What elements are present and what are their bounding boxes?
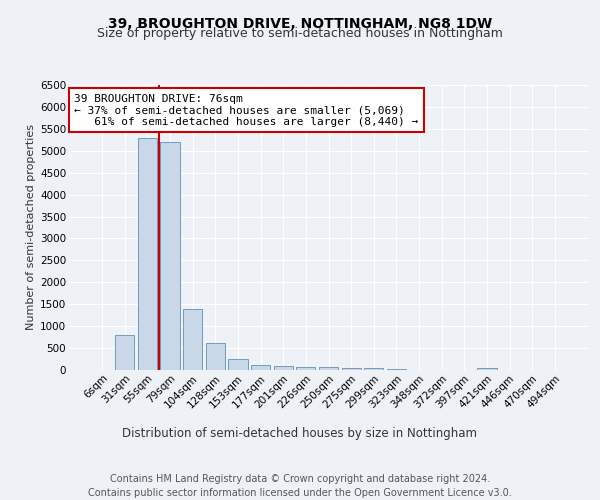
Bar [251, 364, 270, 370]
Bar [477, 368, 497, 370]
Bar [183, 308, 202, 370]
Bar [364, 368, 383, 370]
Bar [387, 368, 406, 370]
Bar [206, 343, 225, 370]
Text: Size of property relative to semi-detached houses in Nottingham: Size of property relative to semi-detach… [97, 28, 503, 40]
Text: Distribution of semi-detached houses by size in Nottingham: Distribution of semi-detached houses by … [122, 428, 478, 440]
Text: 39, BROUGHTON DRIVE, NOTTINGHAM, NG8 1DW: 39, BROUGHTON DRIVE, NOTTINGHAM, NG8 1DW [108, 18, 492, 32]
Bar [138, 138, 157, 370]
Bar [115, 335, 134, 370]
Bar [341, 368, 361, 370]
Bar [319, 368, 338, 370]
Y-axis label: Number of semi-detached properties: Number of semi-detached properties [26, 124, 36, 330]
Bar [274, 366, 293, 370]
Bar [229, 359, 248, 370]
Text: Contains HM Land Registry data © Crown copyright and database right 2024.
Contai: Contains HM Land Registry data © Crown c… [88, 474, 512, 498]
Bar [296, 367, 316, 370]
Text: 39 BROUGHTON DRIVE: 76sqm
← 37% of semi-detached houses are smaller (5,069)
   6: 39 BROUGHTON DRIVE: 76sqm ← 37% of semi-… [74, 94, 418, 126]
Bar [160, 142, 180, 370]
